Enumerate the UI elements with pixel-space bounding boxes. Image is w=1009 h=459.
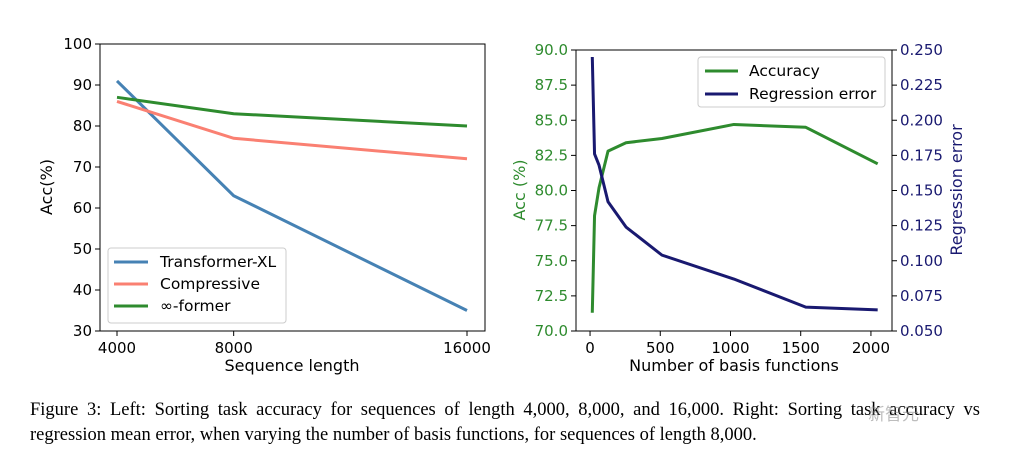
- right-left-y-tick-label: 70.0: [535, 322, 568, 340]
- left-y-axis: 30 40 50 60 70 80 90 100: [63, 35, 100, 340]
- right-right-y-tick-label: 0.200: [900, 111, 943, 129]
- right-x-axis-label: Number of basis functions: [629, 356, 839, 375]
- right-series-lines: [590, 56, 879, 313]
- right-x-tick-label: 500: [646, 339, 675, 357]
- left-legend: Transformer-XL Compressive ∞-former: [107, 247, 287, 324]
- left-legend-label: ∞-former: [160, 297, 231, 315]
- left-series-lines: [115, 79, 468, 312]
- right-right-y-tick-label: 0.050: [900, 322, 943, 340]
- left-x-axis: 4000 8000 16000: [98, 331, 491, 357]
- right-left-y-tick-label: 77.5: [535, 217, 568, 235]
- right-left-y-tick-label: 85.0: [535, 111, 568, 129]
- right-legend-box: [697, 56, 886, 108]
- left-x-tick-label: 8000: [215, 339, 253, 357]
- right-left-y-tick-label: 82.5: [535, 146, 568, 164]
- left-y-tick-label: 100: [63, 35, 92, 53]
- watermark: 新智元: [868, 400, 958, 426]
- right-chart: 70.0 72.5 75.0 77.5 80.0 82.5 85.0 87.5 90.0 0.0…: [510, 41, 966, 375]
- left-legend-label: Compressive: [160, 275, 260, 293]
- right-series-line-0: [590, 122, 879, 313]
- left-series-line-0: [115, 79, 468, 312]
- right-x-tick-label: 0: [585, 339, 595, 357]
- left-legend-box: [107, 247, 287, 324]
- left-x-axis-label: Sequence length: [224, 356, 359, 375]
- right-right-y-tick-label: 0.075: [900, 287, 943, 305]
- right-right-y-axis-label: Regression error: [947, 124, 966, 256]
- left-y-tick-label: 80: [73, 117, 92, 135]
- right-legend: Accuracy Regression error: [697, 56, 886, 108]
- right-left-y-tick-label: 75.0: [535, 252, 568, 270]
- right-right-y-tick-label: 0.100: [900, 252, 943, 270]
- right-right-y-tick-label: 0.125: [900, 217, 943, 235]
- left-y-tick-label: 70: [73, 158, 92, 176]
- right-left-y-axis-label: Acc (%): [510, 159, 529, 220]
- right-left-y-tick-label: 80.0: [535, 182, 568, 200]
- right-left-y-axis: 70.0 72.5 75.0 77.5 80.0 82.5 85.0 87.5 90.0: [535, 41, 576, 340]
- left-y-tick-label: 60: [73, 199, 92, 217]
- left-series-line-1: [116, 99, 468, 161]
- left-series-line-2: [116, 95, 468, 128]
- left-y-axis-label: Acc(%): [37, 159, 56, 215]
- right-x-tick-label: 1500: [782, 339, 820, 357]
- right-legend-label: Regression error: [749, 85, 877, 103]
- watermark-text: 新智元: [868, 405, 919, 425]
- figure: 30 40 50 60 70 80 90 100 4000 8000 16000 Sequence…: [37, 35, 966, 375]
- left-y-tick-label: 50: [73, 240, 92, 258]
- right-legend-label: Accuracy: [749, 62, 820, 80]
- left-y-tick-label: 30: [73, 322, 92, 340]
- right-left-y-tick-label: 90.0: [535, 41, 568, 59]
- left-plot-frame: [99, 43, 486, 332]
- right-right-y-tick-label: 0.225: [900, 76, 943, 94]
- left-y-tick-label: 40: [73, 281, 92, 299]
- right-right-y-axis: 0.050 0.075 0.100 0.125 0.150 0.175 0.200 0.225…: [892, 41, 943, 340]
- right-right-y-tick-label: 0.175: [900, 146, 943, 164]
- right-right-y-tick-label: 0.250: [900, 41, 943, 59]
- right-left-y-tick-label: 72.5: [535, 287, 568, 305]
- right-x-tick-label: 2000: [852, 339, 890, 357]
- figure-caption: Figure 3: Left: Sorting task accuracy fo…: [30, 400, 980, 445]
- left-legend-label: Transformer-XL: [159, 253, 276, 271]
- left-x-tick-label: 4000: [98, 339, 136, 357]
- right-x-tick-label: 1000: [711, 339, 749, 357]
- right-series-line-1: [590, 56, 878, 312]
- right-left-y-tick-label: 87.5: [535, 76, 568, 94]
- left-chart: 30 40 50 60 70 80 90 100 4000 8000 16000 Sequence…: [37, 35, 491, 375]
- left-x-tick-label: 16000: [443, 339, 491, 357]
- right-right-y-tick-label: 0.150: [900, 182, 943, 200]
- left-y-tick-label: 90: [73, 76, 92, 94]
- right-x-axis: 0 500 1000 1500 2000: [585, 331, 890, 357]
